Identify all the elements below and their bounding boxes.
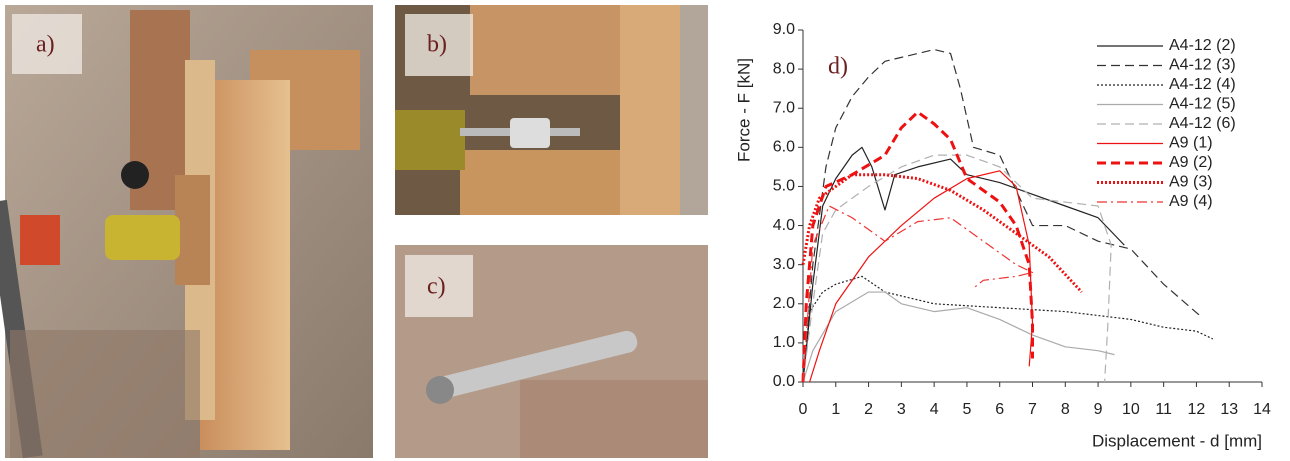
y-axis-label: Force - F [kN] — [734, 58, 753, 162]
x-tick-label: 7 — [1028, 401, 1037, 418]
legend-label: A4-12 (5) — [1169, 96, 1236, 113]
x-tick-label: 11 — [1155, 401, 1172, 418]
figure: a) b) c) d) Displacement - d [mm] Force … — [0, 0, 1290, 461]
panel-label: c) — [427, 274, 446, 300]
data-line — [810, 171, 1033, 382]
x-tick-label: 10 — [1122, 401, 1140, 418]
y-tick-label: 4.0 — [773, 217, 795, 234]
photo-c: c) — [395, 245, 708, 458]
panel-label: b) — [427, 32, 447, 58]
panel-label: a) — [36, 32, 55, 58]
data-line — [803, 155, 1111, 382]
x-tick-label: 0 — [799, 401, 808, 418]
y-tick-label: 0.0 — [773, 373, 795, 390]
chart-annotation: d) — [828, 54, 848, 80]
x-tick-label: 13 — [1220, 401, 1238, 418]
x-axis-label: Displacement - d [mm] — [1092, 431, 1262, 450]
x-tick-label: 3 — [897, 401, 906, 418]
x-tick-label: 14 — [1253, 401, 1271, 418]
data-line — [803, 276, 1213, 382]
legend-label: A4-12 (2) — [1169, 37, 1236, 54]
legend-label: A9 (2) — [1169, 154, 1213, 171]
x-tick-label: 9 — [1094, 401, 1103, 418]
x-tick-label: 6 — [995, 401, 1004, 418]
x-tick-label: 4 — [930, 401, 939, 418]
legend-label: A4-12 (3) — [1169, 57, 1236, 74]
data-line — [803, 292, 1114, 382]
y-tick-label: 3.0 — [773, 256, 795, 273]
data-line — [803, 112, 1033, 382]
y-tick-label: 2.0 — [773, 295, 795, 312]
legend-label: A9 (3) — [1169, 174, 1213, 191]
data-line — [803, 175, 1082, 292]
data-line — [803, 50, 1200, 382]
photo-b: b) — [395, 5, 708, 215]
data-line — [803, 147, 1124, 382]
legend-label: A9 (1) — [1169, 135, 1213, 152]
y-tick-label: 1.0 — [773, 334, 795, 351]
y-tick-label: 5.0 — [773, 178, 795, 195]
y-tick-label: 6.0 — [773, 139, 795, 156]
x-tick-label: 5 — [962, 401, 971, 418]
photo-a: a) — [0, 5, 373, 458]
y-tick-label: 9.0 — [773, 21, 795, 38]
x-tick-label: 2 — [864, 401, 873, 418]
y-tick-label: 7.0 — [773, 99, 795, 116]
y-tick-label: 8.0 — [773, 60, 795, 77]
legend-label: A4-12 (4) — [1169, 76, 1236, 93]
legend-label: A9 (4) — [1169, 193, 1213, 210]
x-tick-label: 12 — [1188, 401, 1206, 418]
x-tick-label: 8 — [1061, 401, 1070, 418]
legend-label: A4-12 (6) — [1169, 115, 1236, 132]
chart: d) Displacement - d [mm] Force - F [kN] … — [734, 21, 1271, 450]
data-line — [803, 206, 1033, 382]
x-tick-label: 1 — [831, 401, 840, 418]
